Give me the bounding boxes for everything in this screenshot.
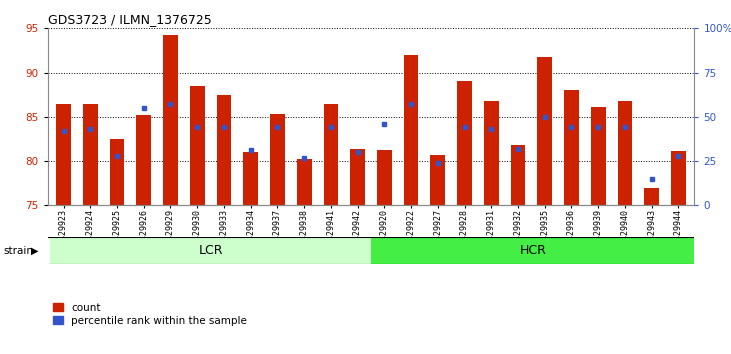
Bar: [484, 101, 499, 205]
Text: ▶: ▶: [31, 246, 38, 256]
Bar: [243, 152, 258, 205]
Bar: [644, 188, 659, 205]
Bar: [564, 90, 579, 205]
Bar: [216, 95, 231, 205]
Bar: [591, 107, 605, 205]
Bar: [618, 101, 632, 205]
Text: GDS3723 / ILMN_1376725: GDS3723 / ILMN_1376725: [48, 13, 211, 26]
Bar: [511, 145, 526, 205]
Bar: [270, 114, 285, 205]
Legend: count, percentile rank within the sample: count, percentile rank within the sample: [53, 303, 247, 326]
Bar: [350, 149, 365, 205]
Bar: [404, 55, 418, 205]
Bar: [83, 103, 98, 205]
Bar: [537, 57, 552, 205]
Bar: [137, 115, 151, 205]
Bar: [671, 151, 686, 205]
Bar: [457, 81, 472, 205]
Bar: [297, 159, 311, 205]
Text: HCR: HCR: [519, 244, 546, 257]
Bar: [50, 237, 371, 264]
Bar: [163, 35, 178, 205]
Bar: [110, 139, 124, 205]
Text: strain: strain: [4, 246, 34, 256]
Bar: [371, 237, 694, 264]
Text: LCR: LCR: [198, 244, 223, 257]
Bar: [56, 103, 71, 205]
Bar: [431, 155, 445, 205]
Bar: [190, 86, 205, 205]
Bar: [324, 103, 338, 205]
Bar: [377, 149, 392, 205]
